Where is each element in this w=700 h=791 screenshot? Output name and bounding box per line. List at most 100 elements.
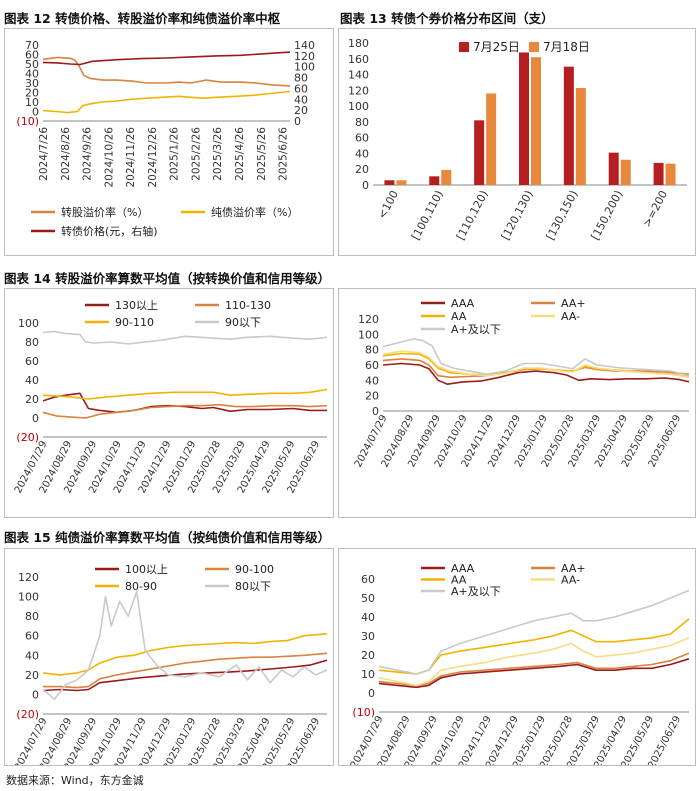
fig12-xtick-11: 2025/6/26 xyxy=(278,127,290,181)
fig12-ytick-left-5: 40 xyxy=(25,68,39,81)
fig12-xtick-1: 2024/8/26 xyxy=(60,127,72,181)
fig12-ytick-right-0: 0 xyxy=(294,115,301,128)
fig14a-series-0 xyxy=(42,392,327,414)
fig13-bar-s1-6 xyxy=(665,163,676,185)
fig12-xtick-4: 2024/11/26 xyxy=(125,127,137,188)
fig14b-ytick-1: 20 xyxy=(365,390,379,403)
fig13-legend-label-1: 7月18日 xyxy=(543,40,590,54)
fig13-xtick-6: >=200 xyxy=(640,188,670,229)
fig12-xtick-3: 2024/10/26 xyxy=(103,127,115,188)
fig14b-legend-label-1: AA+ xyxy=(561,297,586,310)
fig15b-ytick-4: 30 xyxy=(361,630,375,643)
fig12-ytick-left-6: 50 xyxy=(25,58,39,71)
fig15a-legend-label-3: 80以下 xyxy=(235,580,271,593)
fig14a-ytick-2: 20 xyxy=(25,393,39,406)
fig13-bar-s0-2 xyxy=(474,120,485,185)
fig13-panel: 0 20 40 60 80 100 120 140 160 180 <100 [100,110) [11… xyxy=(338,28,696,256)
fig14b-series-3 xyxy=(382,350,690,379)
fig14b-series-0 xyxy=(382,362,690,385)
fig15a-ytick-2: 20 xyxy=(25,669,39,682)
fig15b-ytick-0: (10) xyxy=(352,706,375,719)
fig15b-series-3 xyxy=(378,637,690,687)
fig14b-legend-label-4: A+及以下 xyxy=(451,323,501,336)
fig13-legend-swatch-0 xyxy=(459,42,469,52)
fig13-bar-s0-1 xyxy=(429,176,440,185)
fig14a-series-2 xyxy=(42,388,328,400)
fig13-bar-s1-3 xyxy=(531,57,541,186)
fig12-xtick-9: 2025/4/26 xyxy=(234,127,246,181)
fig14b-chart: 0204060801001202024/07/292024/08/292024/… xyxy=(353,297,690,469)
fig15a-ytick-4: 60 xyxy=(25,630,39,643)
fig12-ytick-left-7: 60 xyxy=(25,49,39,62)
fig12-xtick-0: 2024/7/26 xyxy=(38,127,50,181)
fig15b-series-1 xyxy=(378,652,690,687)
fig15a-series-0 xyxy=(42,659,328,692)
fig13-bar-s0-5 xyxy=(608,152,619,185)
fig15b-legend-label-3: AA- xyxy=(561,574,580,587)
fig12-xtick-6: 2025/1/26 xyxy=(169,127,181,181)
fig14a-ytick-6: 100 xyxy=(18,317,39,330)
fig14a-ytick-5: 80 xyxy=(25,336,39,349)
fig13-xtick-1: [100,110) xyxy=(409,188,446,242)
fig14b-panel: 0 20 40 60 80 100 120 2024/07/29 2024/08/29 2024/… xyxy=(338,288,696,518)
fig15b-legend-label-4: A+及以下 xyxy=(451,585,501,598)
fig15b-ytick-5: 40 xyxy=(361,611,375,624)
fig15a-panel: (20) 0 20 40 60 80 100 120 2024/07/29 2024/08/29 2… xyxy=(4,548,334,772)
fig14b-ytick-2: 40 xyxy=(365,374,379,387)
fig12-chart: (10)010203040506070020406080100120140202… xyxy=(16,39,315,238)
fig14b-ytick-6: 120 xyxy=(358,313,379,326)
fig12-xtick-5: 2024/12/26 xyxy=(147,127,159,188)
fig15a-ytick-1: 0 xyxy=(32,688,39,701)
fig15a-ytick-3: 40 xyxy=(25,649,39,662)
fig15a-ytick-0: (20) xyxy=(16,708,39,721)
fig15b-ytick-6: 50 xyxy=(361,592,375,605)
fig13-bar-s1-1 xyxy=(441,170,452,185)
fig12-xtick-2: 2024/9/26 xyxy=(82,127,94,181)
fig15-title: 图表 15 纯债溢价率算数平均值（按纯债价值和信用等级） xyxy=(4,530,331,545)
fig15b-ytick-7: 60 xyxy=(361,573,375,586)
fig14a-panel: (20) 0 20 40 60 80 100 2024/07/29 2024/08/29 2024… xyxy=(4,288,334,518)
fig12-ytick-left-8: 70 xyxy=(25,39,39,52)
fig13-bar-s1-2 xyxy=(486,93,497,185)
fig14a-legend-label-2: 90-110 xyxy=(115,316,154,329)
fig12-series-0 xyxy=(42,56,291,87)
fig15b-ytick-1: 0 xyxy=(368,687,375,700)
fig13-bar-s0-0 xyxy=(384,180,395,185)
fig12-xtick-7: 2025/2/26 xyxy=(190,127,202,181)
fig15b-ytick-3: 20 xyxy=(361,649,375,662)
fig14b-legend-label-3: AA- xyxy=(561,310,580,323)
fig15a-series-2 xyxy=(42,633,328,676)
fig12-ytick-left-4: 30 xyxy=(25,77,39,90)
fig12-ytick-right-2: 40 xyxy=(294,93,308,106)
fig12-legend-label-0: 转股溢价率（%） xyxy=(61,205,148,219)
fig13-chart: 0 20 40 60 80 100 120 140 160 180 <100 [100,110) [11… xyxy=(348,37,687,242)
fig13-ytick-2: 40 xyxy=(355,147,369,160)
fig14a-ytick-4: 60 xyxy=(25,355,39,368)
fig15a-legend-label-0: 100以上 xyxy=(125,563,168,576)
fig14b-ytick-3: 60 xyxy=(365,359,379,372)
fig14a-legend-label-3: 90以下 xyxy=(225,316,261,329)
fig15b-chart: (10)01020304050602024/07/292024/08/29202… xyxy=(349,562,690,770)
fig14a-series-3 xyxy=(42,330,328,345)
fig12-ytick-right-7: 140 xyxy=(294,39,315,52)
fig13-xtick-2: [110,120) xyxy=(454,188,491,242)
fig15b-panel: (10) 0 10 20 30 40 50 60 2024/07/29 2024/08/29 202… xyxy=(338,548,696,770)
fig15b-series-4 xyxy=(378,589,690,675)
fig13-xtick-3: [120,130) xyxy=(499,188,536,242)
fig15a-series-1 xyxy=(43,652,328,689)
fig13-xtick-0: <100 xyxy=(375,188,401,221)
fig13-xtick-5: [150,200) xyxy=(588,188,625,242)
fig13-ytick-3: 60 xyxy=(355,132,369,145)
fig12-series-1 xyxy=(42,90,291,114)
fig14a-ytick-1: 0 xyxy=(32,412,39,425)
fig12-panel: (10) 0 10 20 30 40 50 60 70 0 20 40 60 80 100 120 140 202… xyxy=(4,28,334,256)
fig13-legend-swatch-1 xyxy=(529,42,539,52)
fig14a-legend-label-1: 110-130 xyxy=(225,299,271,312)
fig14b-ytick-4: 80 xyxy=(365,344,379,357)
fig12-ytick-right-3: 60 xyxy=(294,82,308,95)
fig15b-legend-label-0: AAA xyxy=(451,562,475,575)
fig15a-series-3 xyxy=(42,590,328,701)
fig13-ytick-8: 160 xyxy=(348,53,369,66)
fig14a-series-1 xyxy=(42,403,328,419)
fig12-legend-label-2: 转债价格(元，右轴) xyxy=(61,224,158,238)
